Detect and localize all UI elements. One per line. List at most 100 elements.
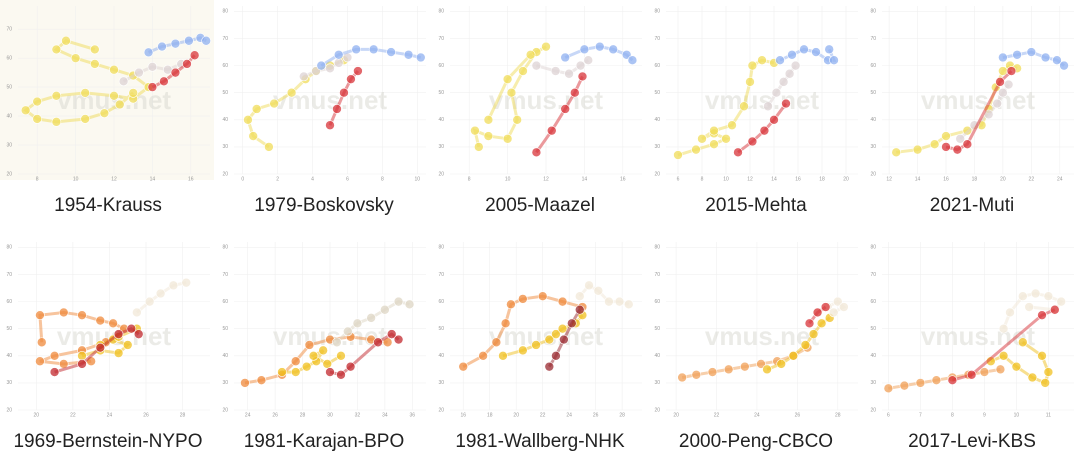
trajectory-point [577, 71, 588, 82]
trajectory-point [491, 337, 502, 348]
trajectory-point [691, 369, 702, 380]
trajectory-point [756, 359, 766, 369]
trajectory-point [386, 329, 397, 339]
trajectory-point [799, 44, 809, 55]
x-tick-label: 24 [566, 412, 572, 418]
trajectory-point [564, 68, 574, 79]
x-tick-label: 12 [886, 176, 892, 182]
trajectory-point [290, 367, 301, 377]
y-tick-label: 30 [438, 380, 444, 386]
trajectory-point [745, 77, 755, 87]
trajectory-point [1050, 304, 1060, 315]
x-tick-label: 6 [346, 176, 349, 182]
x-tick-label: 9 [983, 412, 986, 418]
trajectory-point [373, 337, 383, 348]
x-tick-label: 11 [1046, 412, 1051, 418]
trajectory-point [531, 60, 542, 71]
y-tick-label: 20 [222, 407, 228, 413]
x-tick-label: 16 [460, 412, 466, 418]
trajectory-point [709, 125, 719, 136]
trajectory-point [781, 98, 791, 109]
y-tick-label: 50 [438, 326, 444, 332]
x-tick-label: 36 [410, 412, 416, 418]
x-tick-label: 22 [714, 412, 720, 418]
trajectory-point [673, 150, 683, 160]
trajectory-point [941, 131, 951, 141]
trajectory-point [108, 318, 118, 329]
trajectory-point [1024, 302, 1034, 312]
trajectory-point [1017, 291, 1028, 301]
y-tick-label: 40 [6, 353, 12, 359]
trajectory-point [691, 144, 701, 155]
y-tick-label: 30 [438, 144, 444, 150]
y-tick-label: 60 [222, 299, 228, 305]
trajectory-point [316, 60, 327, 71]
trajectory-point [776, 359, 787, 369]
trajectory-point [941, 142, 951, 152]
trajectory-point [109, 90, 119, 101]
trajectory-point [1017, 337, 1028, 348]
y-tick-label: 20 [438, 171, 444, 177]
x-tick-label: 18 [972, 176, 978, 182]
trajectory-point [118, 76, 129, 87]
trajectory-point [739, 101, 749, 112]
x-tick-label: 28 [619, 412, 625, 418]
trajectory-point [502, 133, 513, 144]
chart-title: 1979-Boskovsky [254, 195, 394, 216]
trajectory-point [614, 296, 625, 307]
trajectory-point [544, 361, 555, 372]
chart-title: 1981-Karajan-BPO [244, 431, 405, 452]
y-tick-label: 50 [222, 90, 228, 96]
trajectory-point [891, 147, 902, 158]
plot-background [0, 0, 214, 180]
trajectory-point [537, 291, 548, 301]
x-tick-label: 26 [795, 412, 801, 418]
trajectory-point [128, 88, 138, 98]
y-tick-label: 60 [870, 63, 876, 69]
y-tick-label: 70 [438, 36, 444, 42]
trajectory-point [808, 329, 819, 339]
x-tick-label: 8 [36, 176, 39, 182]
chart-title: 2015-Mehta [705, 195, 807, 216]
trajectory-point [95, 315, 106, 326]
trajectory-point [343, 326, 353, 337]
x-tick-label: 16 [188, 176, 194, 182]
trajectory-point [1027, 372, 1038, 383]
trajectory-point [181, 277, 192, 288]
trajectory-point [20, 105, 31, 116]
trajectory-point [829, 55, 839, 65]
trajectory-point [551, 329, 561, 339]
x-tick-label: 8 [951, 412, 954, 418]
trajectory-point [336, 369, 346, 380]
trajectory-point [762, 364, 772, 375]
trajectory-point [143, 47, 154, 58]
trajectory-point [1037, 310, 1047, 320]
x-tick-label: 24 [245, 412, 251, 418]
trajectory-point [518, 294, 528, 304]
x-tick-label: 34 [382, 412, 388, 418]
y-tick-label: 40 [6, 113, 12, 119]
trajectory-point [955, 133, 966, 144]
trajectory-point [550, 66, 561, 76]
y-tick-label: 30 [222, 380, 228, 386]
trajectory-point [133, 329, 144, 339]
trajectory-point [403, 49, 414, 60]
y-tick-label: 60 [654, 63, 660, 69]
trajectory-point [1043, 367, 1054, 377]
y-tick-label: 40 [438, 117, 444, 123]
trajectory-point [518, 66, 528, 76]
y-tick-label: 60 [654, 299, 660, 305]
trajectory-point [1003, 79, 1014, 90]
trajectory-point [61, 35, 71, 46]
trajectory-point [333, 58, 344, 68]
y-tick-label: 50 [222, 326, 228, 332]
trajectory-point [820, 302, 831, 312]
y-tick-label: 30 [6, 380, 12, 386]
x-tick-label: 30 [327, 412, 333, 418]
y-tick-label: 40 [222, 353, 228, 359]
x-tick-label: 24 [754, 412, 760, 418]
y-tick-label: 70 [222, 36, 228, 42]
y-tick-label: 80 [654, 245, 660, 251]
trajectory-point [747, 136, 758, 147]
y-tick-label: 20 [654, 171, 660, 177]
